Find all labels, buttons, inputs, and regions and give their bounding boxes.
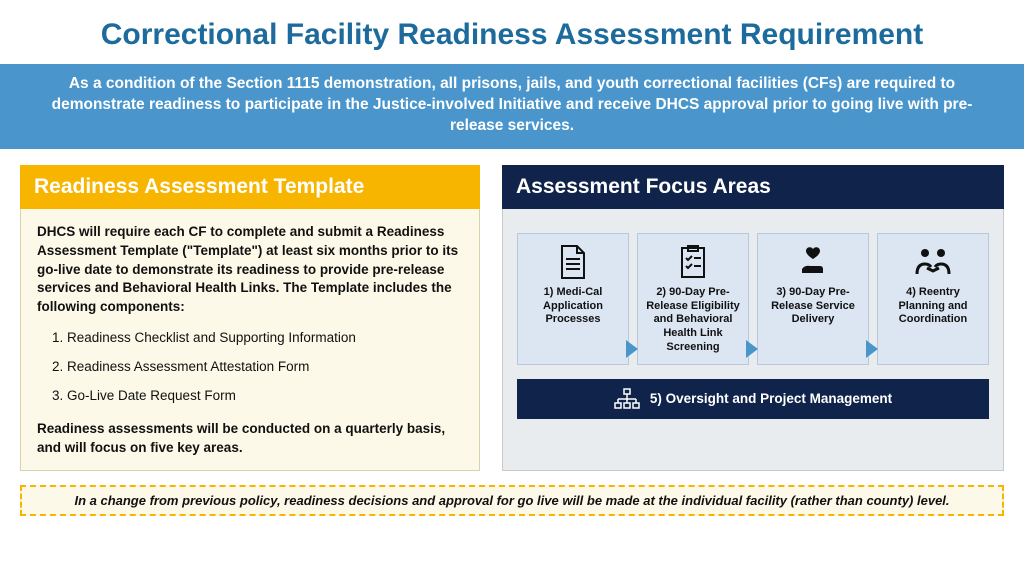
main-columns: Readiness Assessment Template DHCS will …	[0, 149, 1024, 479]
arrow-icon	[746, 340, 758, 358]
focus-card-3: 3) 90-Day Pre-Release Service Delivery	[757, 233, 869, 365]
focus-card-label: 1) Medi-Cal Application Processes	[524, 286, 622, 327]
focus-card-2: 2) 90-Day Pre-Release Eligibility and Be…	[637, 233, 749, 365]
focus-card-label: 3) 90-Day Pre-Release Service Delivery	[764, 286, 862, 327]
document-icon	[558, 244, 588, 280]
list-item: Readiness Checklist and Supporting Infor…	[67, 329, 463, 348]
hand-heart-icon	[796, 244, 830, 280]
arrow-icon	[626, 340, 638, 358]
left-header: Readiness Assessment Template	[20, 165, 480, 209]
focus-card-4: 4) Reentry Planning and Coordination	[877, 233, 989, 365]
right-header: Assessment Focus Areas	[502, 165, 1004, 209]
page-title: Correctional Facility Readiness Assessme…	[0, 0, 1024, 64]
left-body: DHCS will require each CF to complete an…	[20, 209, 480, 471]
component-list: Readiness Checklist and Supporting Infor…	[67, 329, 463, 406]
right-column: Assessment Focus Areas 1) Medi-Cal Appli…	[502, 165, 1004, 471]
left-intro: DHCS will require each CF to complete an…	[37, 223, 463, 317]
list-item: Go-Live Date Request Form	[67, 387, 463, 406]
people-icon	[913, 244, 953, 280]
focus-card-1: 1) Medi-Cal Application Processes	[517, 233, 629, 365]
checklist-icon	[679, 244, 707, 280]
org-chart-icon	[614, 388, 640, 410]
policy-change-callout: In a change from previous policy, readin…	[20, 485, 1004, 516]
list-item: Readiness Assessment Attestation Form	[67, 358, 463, 377]
focus-card-row: 1) Medi-Cal Application Processes 2) 90-…	[517, 233, 989, 365]
focus-card-label: 2) 90-Day Pre-Release Eligibility and Be…	[644, 286, 742, 355]
oversight-bar: 5) Oversight and Project Management	[517, 379, 989, 419]
left-footer-note: Readiness assessments will be conducted …	[37, 420, 463, 458]
right-body: 1) Medi-Cal Application Processes 2) 90-…	[502, 209, 1004, 471]
summary-banner: As a condition of the Section 1115 demon…	[0, 64, 1024, 149]
oversight-label: 5) Oversight and Project Management	[650, 391, 892, 406]
focus-card-label: 4) Reentry Planning and Coordination	[884, 286, 982, 327]
left-column: Readiness Assessment Template DHCS will …	[20, 165, 480, 471]
arrow-icon	[866, 340, 878, 358]
